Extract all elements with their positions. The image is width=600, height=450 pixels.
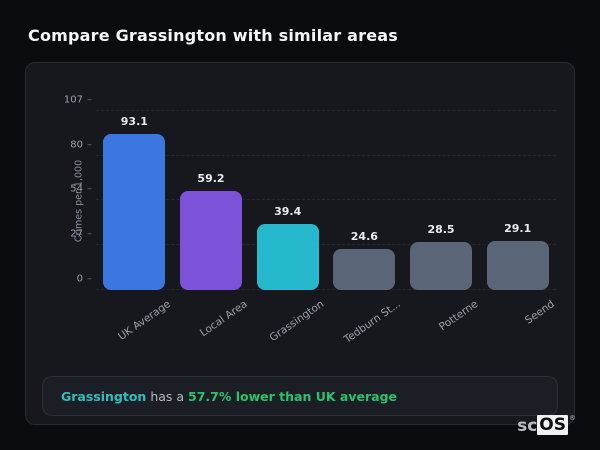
bar-grassington[interactable]: [256, 224, 319, 290]
bar-value-label: 39.4: [274, 205, 302, 219]
gridline: [96, 289, 556, 290]
note-segment: has a: [146, 388, 189, 404]
bar-value-label: 59.2: [197, 171, 225, 185]
bar-group: 28.5 Potterne: [403, 111, 480, 333]
logo-prefix: sc: [517, 416, 538, 436]
bar-group: 93.1 UK Average: [96, 111, 173, 343]
bar-value-label: 28.5: [427, 223, 455, 237]
bar-local-area[interactable]: [180, 190, 242, 290]
logo-suffix: OS: [537, 415, 568, 435]
page-title: Compare Grassington with similar areas: [28, 26, 399, 45]
summary-note-text: Grassington has a 57.7% lower than UK av…: [61, 389, 397, 404]
bar-uk-average[interactable]: [103, 134, 166, 290]
bar-value-label: 93.1: [120, 115, 148, 129]
bar-seend[interactable]: [486, 241, 549, 290]
bar-group: 39.4 Grassington: [249, 111, 327, 344]
y-tick-label: 80–: [70, 139, 92, 151]
x-axis-label: Seend: [522, 298, 557, 327]
y-tick-label: 107–: [63, 94, 92, 106]
bar-value-label: 29.1: [504, 222, 532, 236]
gridline: [96, 243, 556, 245]
x-axis-label: Local Area: [198, 298, 250, 340]
x-axis-label: Grassington: [267, 298, 327, 345]
x-axis-label: Tedburn St...: [342, 298, 404, 346]
note-segment: Grassington: [61, 388, 147, 404]
bar-group: 29.1 Seend: [479, 111, 557, 327]
y-tick-label: 54–: [70, 183, 92, 195]
bars-container: 93.1 UK Average 59.2 Local Area 39.4 Grassing…: [96, 111, 557, 346]
y-tick-label: 27–: [70, 228, 92, 240]
chart-card: Crimes per 1,000 0–27–54–80–107– 93.1 UK …: [25, 62, 575, 425]
summary-note: Grassington has a 57.7% lower than UK av…: [42, 376, 558, 416]
bar-group: 59.2 Local Area: [173, 111, 250, 339]
scos-logo: sc OS ®: [517, 415, 576, 435]
gridline: [96, 198, 556, 200]
bar-tedburn-st[interactable]: [333, 248, 396, 290]
bar-potterne[interactable]: [410, 242, 473, 290]
note-segment: 57.7% lower than UK average: [188, 388, 397, 404]
bar-chart: Crimes per 1,000 0–27–54–80–107– 93.1 UK …: [64, 95, 557, 346]
x-axis-label: UK Average: [116, 298, 174, 343]
x-axis-label: Potterne: [436, 298, 480, 334]
gridline: [96, 110, 556, 111]
gridline: [96, 155, 556, 157]
bar-value-label: 24.6: [350, 229, 378, 243]
bar-group: 24.6 Tedburn St...: [326, 111, 403, 346]
registered-trademark-icon: ®: [569, 414, 576, 422]
y-tick-label: 0–: [76, 273, 92, 285]
